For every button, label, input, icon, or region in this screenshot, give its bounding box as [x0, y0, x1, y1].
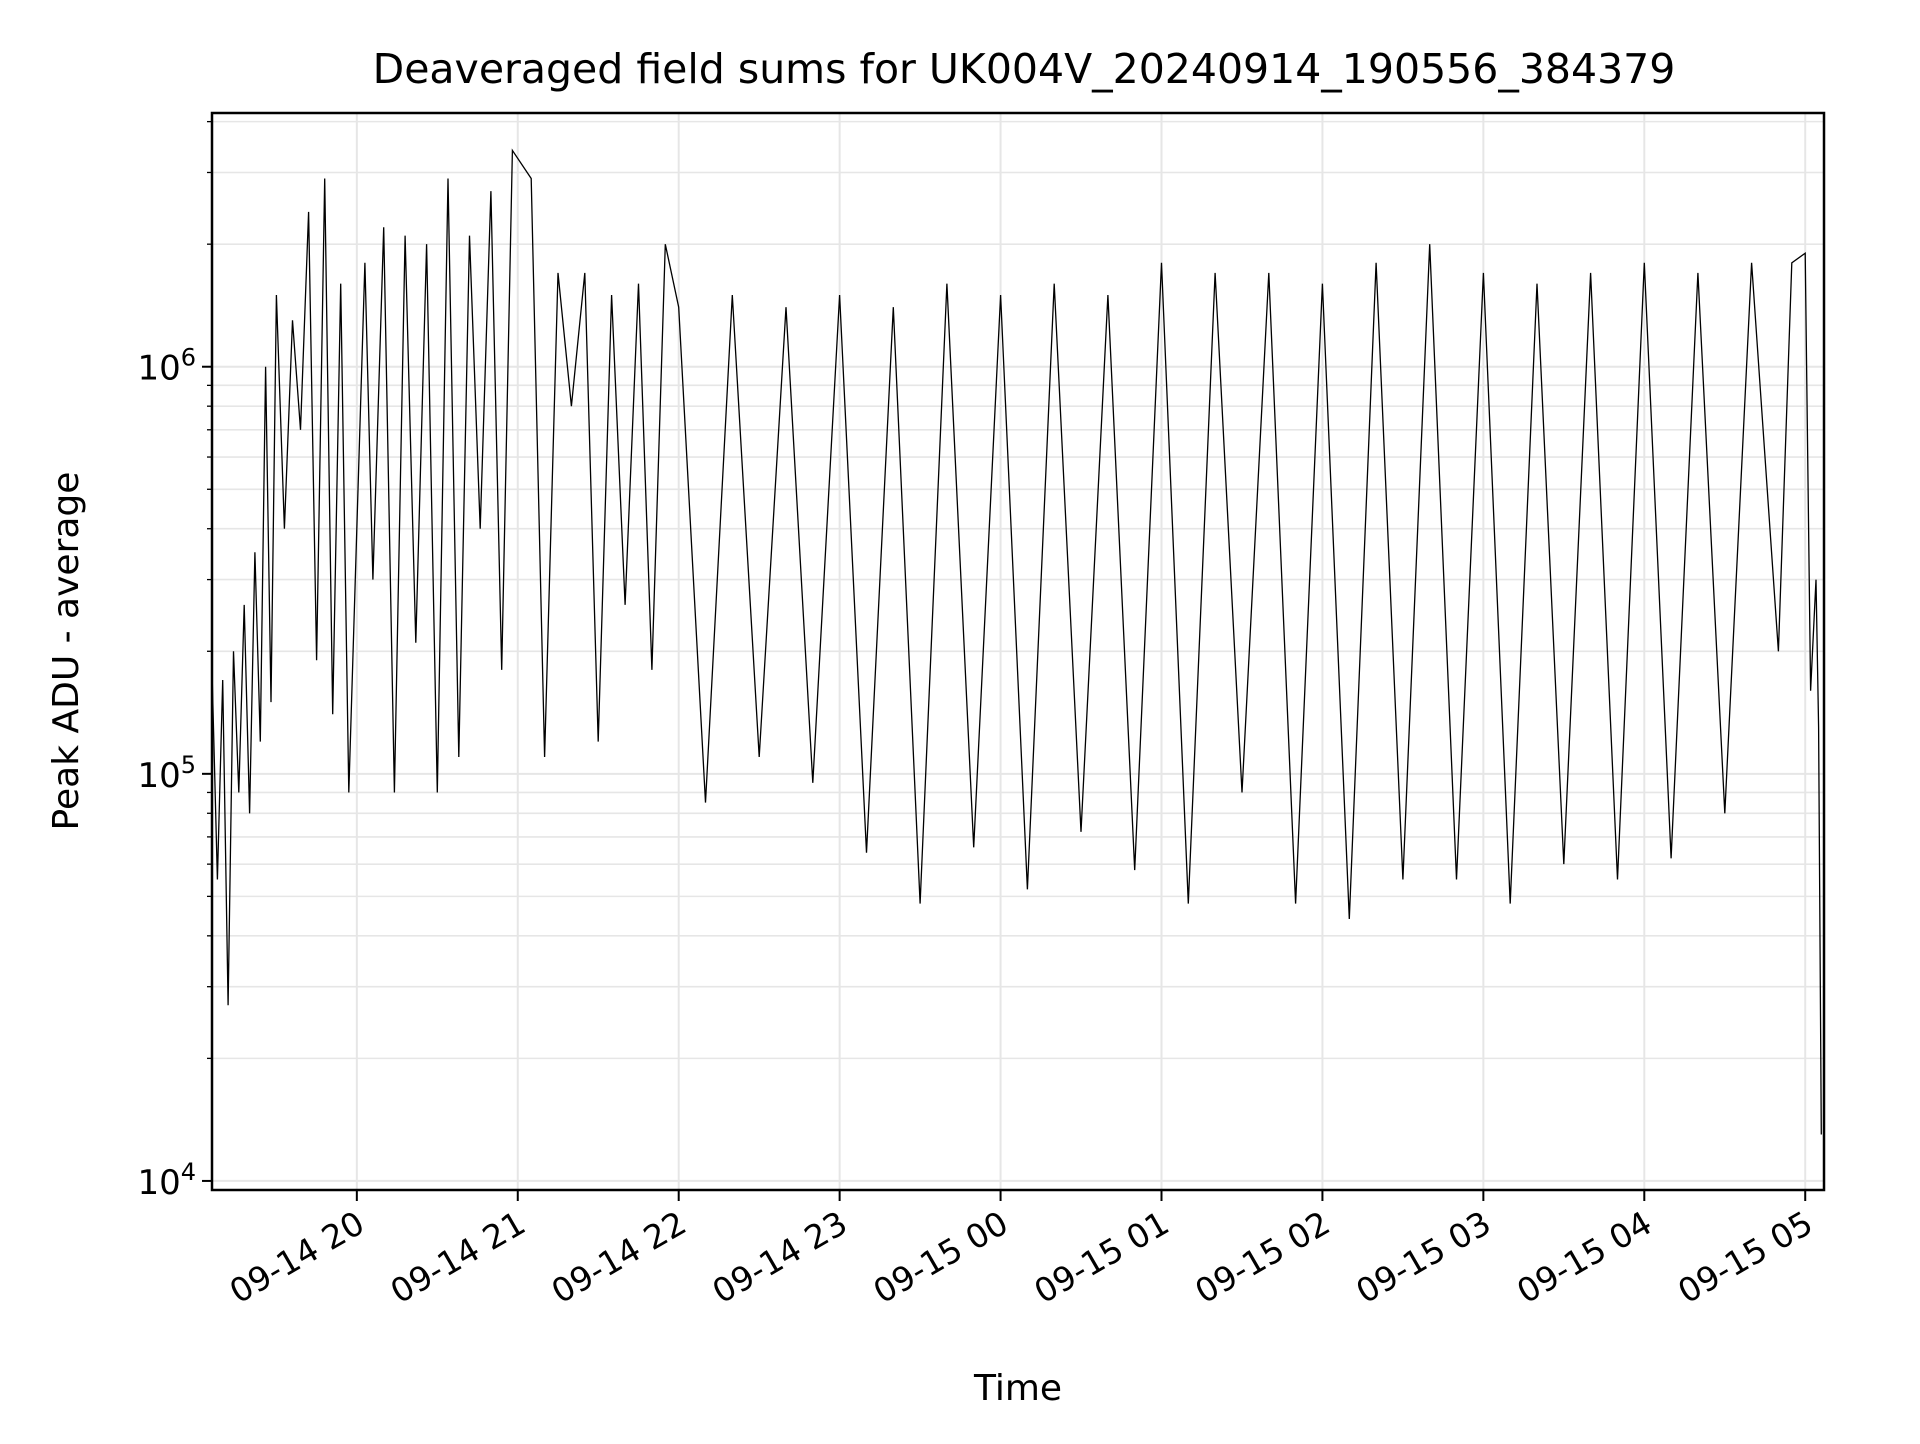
series-line-0 — [211, 148, 1822, 1135]
y-tick-label: 105 — [137, 751, 196, 796]
x-tick-label: 09-15 01 — [1028, 1203, 1176, 1311]
x-axis: 09-14 20 09-14 21 09-14 22 09-14 23 09-15 00… — [223, 1190, 1819, 1311]
x-tick-label: 09-14 20 — [223, 1203, 371, 1311]
y-axis-label: Peak ADU - average — [46, 472, 87, 831]
x-tick-label: 09-14 22 — [545, 1203, 693, 1311]
x-tick-label: 09-15 02 — [1188, 1203, 1336, 1311]
x-tick-label: 09-15 00 — [867, 1203, 1015, 1311]
grid-lines — [212, 113, 1824, 1190]
x-tick-label: 09-14 21 — [384, 1203, 532, 1311]
x-tick-label: 09-15 04 — [1510, 1203, 1658, 1311]
x-tick-label: 09-15 05 — [1671, 1203, 1819, 1311]
y-axis: 104 105 106 — [137, 120, 212, 1203]
y-tick-label: 104 — [137, 1158, 196, 1203]
x-tick-label: 09-15 03 — [1349, 1203, 1497, 1311]
x-tick-label: 09-14 23 — [706, 1203, 854, 1311]
y-tick-label: 106 — [137, 344, 196, 389]
x-axis-label: Time — [973, 1368, 1062, 1409]
chart-title: Deaveraged field sums for UK004V_2024091… — [373, 45, 1676, 93]
series-group — [211, 148, 1822, 1135]
